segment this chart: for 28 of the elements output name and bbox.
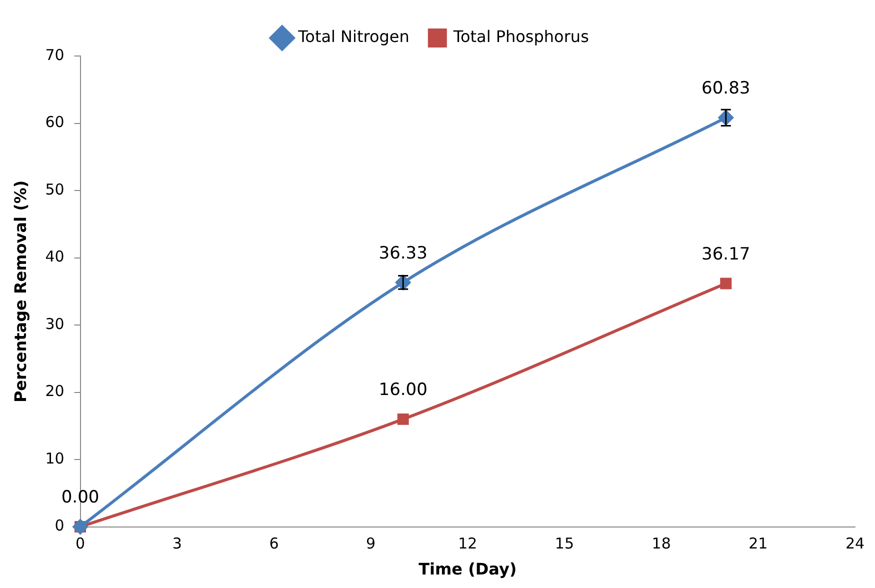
x-tick-label: 15 — [554, 534, 574, 553]
x-axis-title: Time (Day) — [418, 560, 517, 579]
y-tick-label: 30 — [45, 314, 64, 333]
point — [720, 278, 732, 290]
x-tick-label: 3 — [172, 534, 182, 553]
data-label: 36.17 — [702, 244, 750, 264]
x-tick-label: 24 — [845, 534, 865, 553]
x-tick-label: 18 — [652, 534, 671, 553]
y-axis-title: Percentage Removal (%) — [10, 180, 30, 403]
y-tick-label: 40 — [45, 248, 64, 266]
x-tick-label: 12 — [458, 534, 478, 553]
y-tick-label: 10 — [45, 449, 64, 468]
y-tick-label: 70 — [45, 46, 64, 64]
y-tick-label: 0 — [54, 516, 64, 535]
y-tick-label: 20 — [45, 382, 64, 400]
y-tick-label: 50 — [45, 180, 64, 198]
legend-label: Total Nitrogen — [297, 27, 410, 46]
legend-label: Total Phosphorus — [452, 27, 589, 46]
data-label: 0.00 — [61, 488, 100, 508]
data-label: 16.00 — [378, 380, 428, 400]
x-tick-label: 0 — [76, 534, 86, 553]
x-tick-label: 9 — [366, 534, 376, 553]
point — [397, 413, 409, 425]
x-tick-label: 21 — [748, 534, 768, 553]
data-label: 36.33 — [378, 243, 428, 264]
y-tick-label: 60 — [45, 113, 64, 132]
x-tick-label: 6 — [269, 534, 279, 553]
data-label: 60.83 — [702, 78, 750, 99]
